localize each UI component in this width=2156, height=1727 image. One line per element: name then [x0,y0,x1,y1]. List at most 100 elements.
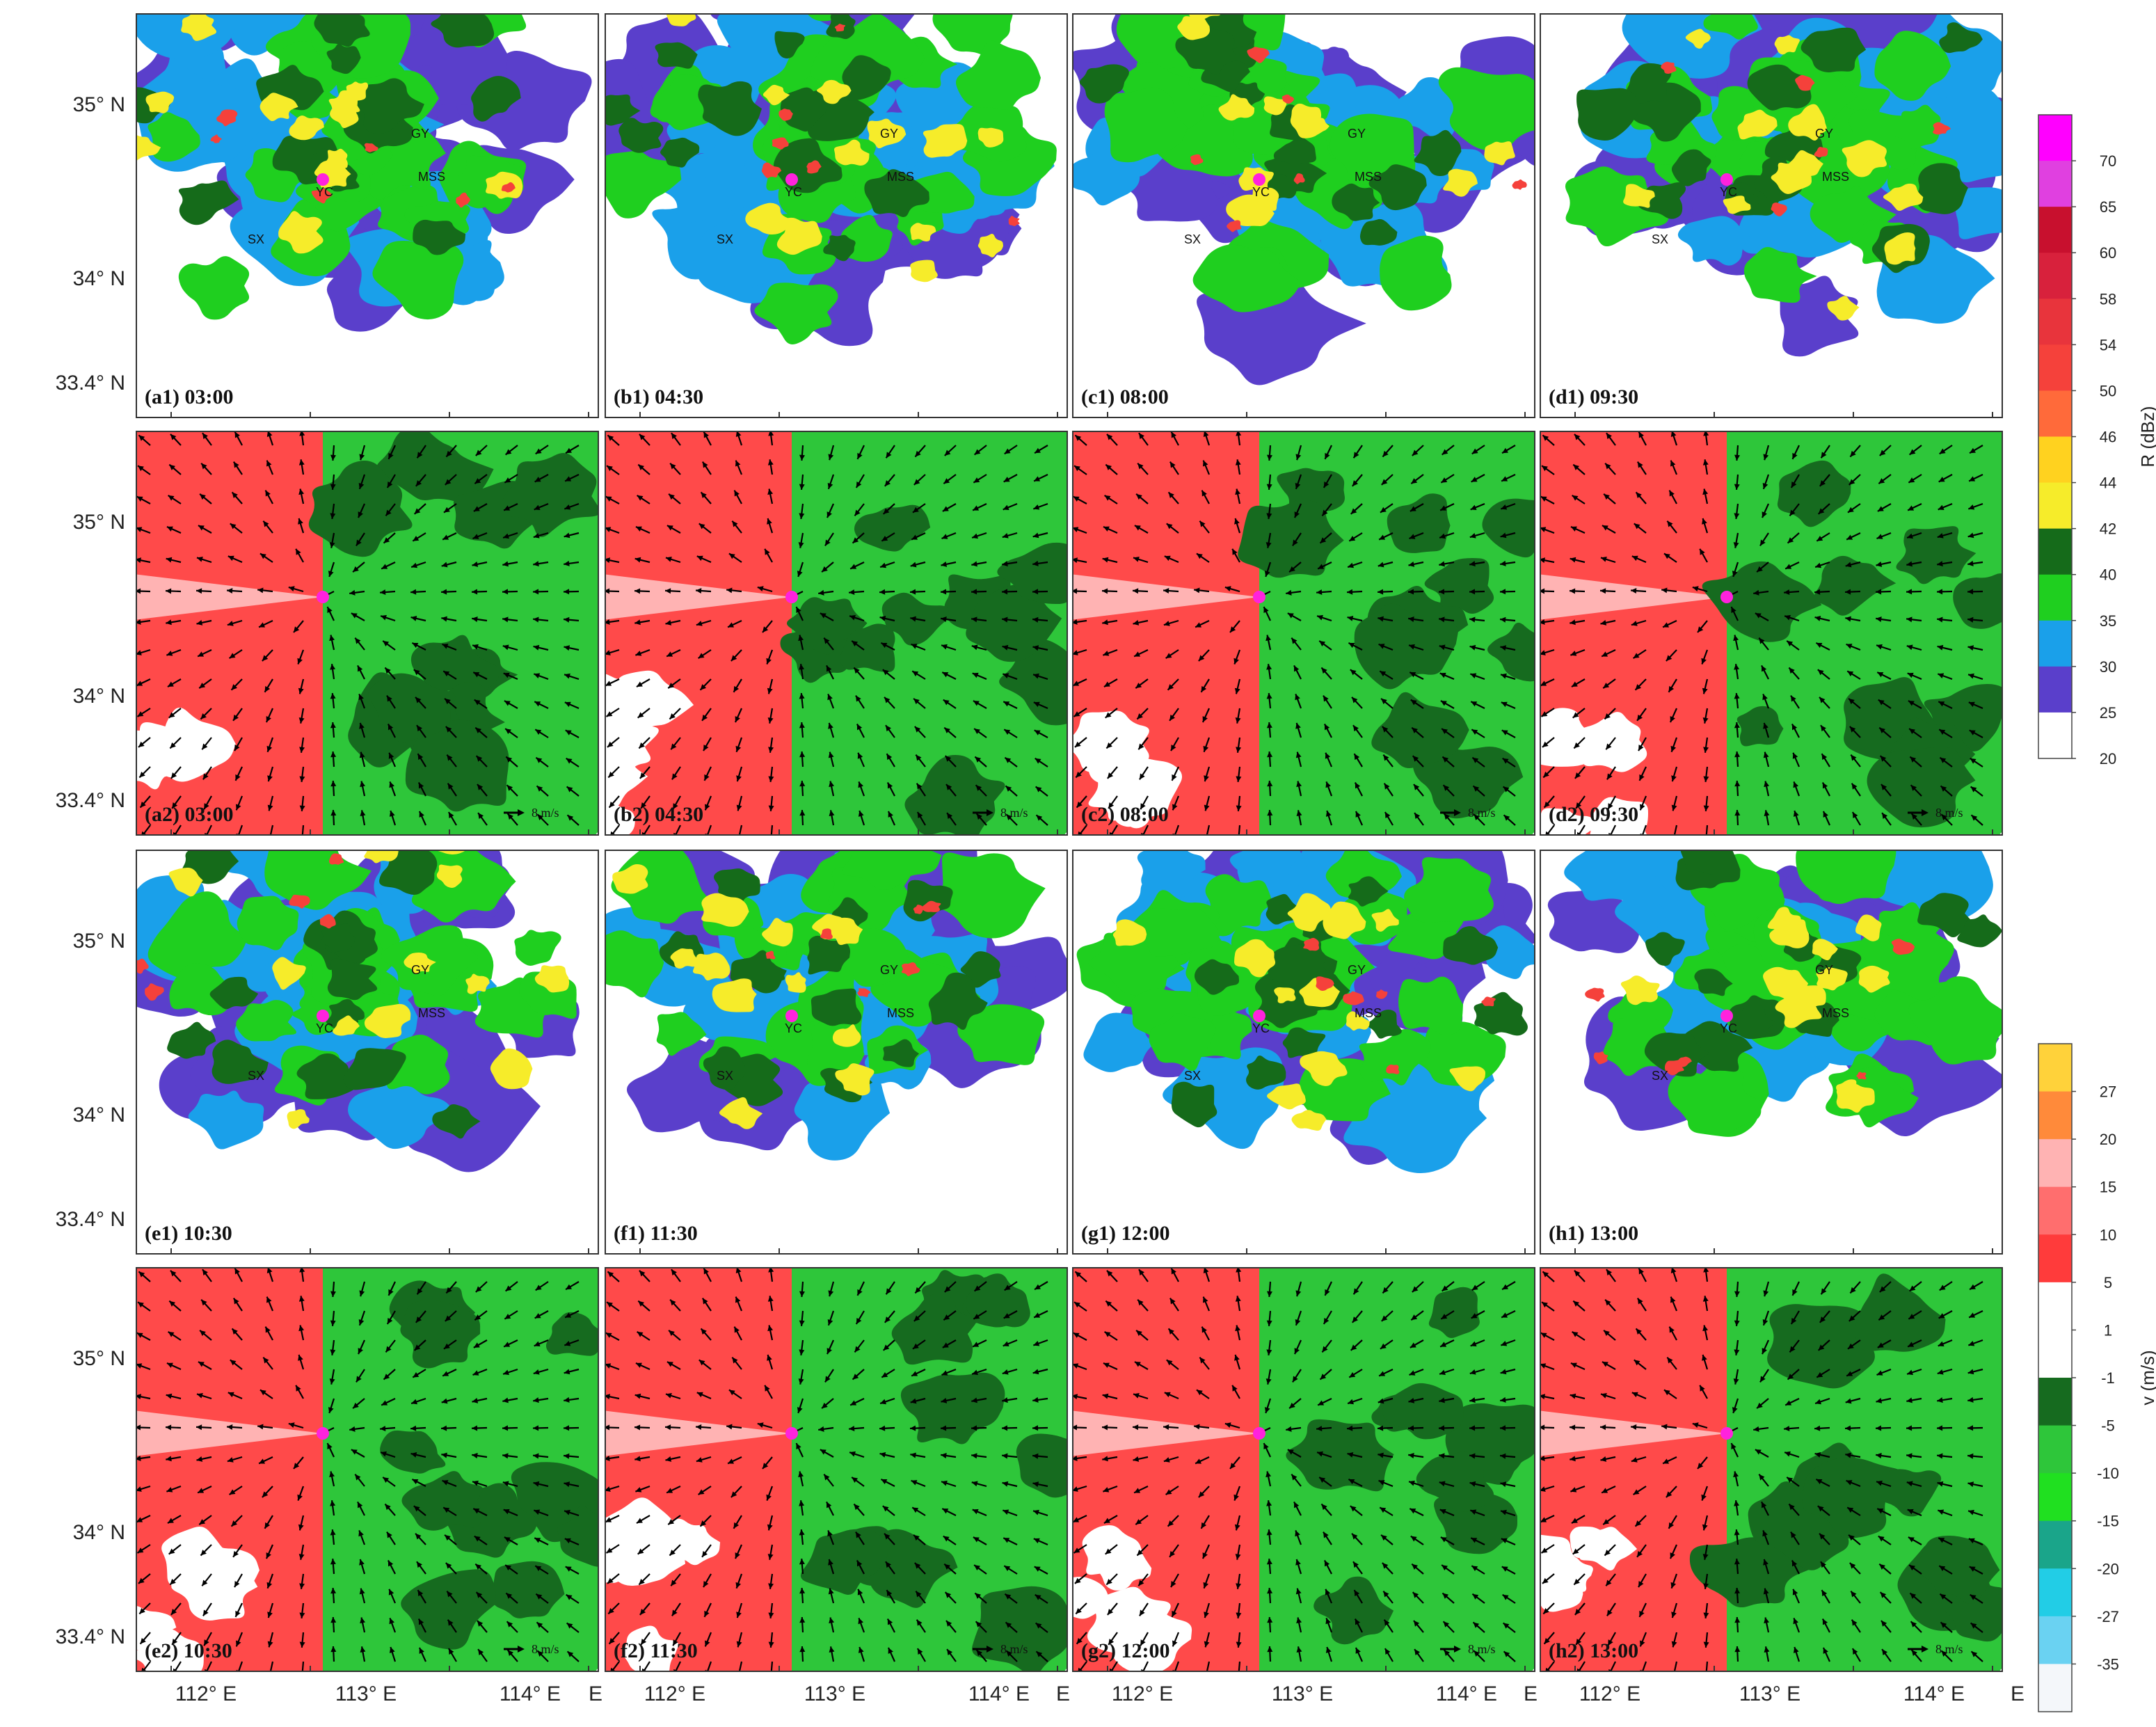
arrow-head [504,477,511,483]
lat-label-34: 34° N [73,267,125,290]
arrow-head [1734,513,1740,519]
arrow-head [1347,1425,1353,1431]
arrow-head [1572,1331,1579,1337]
arrow-head [1500,532,1507,539]
arrow-head [1378,562,1384,568]
arrow-head [916,1619,923,1626]
arrow-head [735,745,742,752]
echo-patch [1303,937,1320,951]
arrow-head [1543,771,1549,778]
arrow-head [1822,782,1828,789]
arrow-head [609,801,615,808]
site-label-sx: SX [1184,1069,1201,1083]
arrow-head [1702,1354,1707,1361]
arrow-head [1032,1369,1039,1375]
arrow-head [1907,1509,1914,1515]
arrow-head [1236,1612,1242,1618]
arrow-head [1666,1491,1672,1497]
lon-edge-label: E [1524,1682,1538,1705]
arrow-head [1203,1582,1209,1589]
arrow-head [941,561,948,567]
arrow-head [857,1289,863,1296]
dark-green-patch [1814,555,1897,616]
echo-patch [1267,1083,1306,1110]
arrow-head [1702,488,1709,495]
arrow-head [1133,588,1139,594]
arrow-head [1263,1443,1269,1450]
arrow-head [1814,615,1821,621]
arrow-head [265,490,271,497]
arrow-head [702,714,708,721]
echo-patch [977,233,1003,257]
arrow-head [1198,655,1205,661]
arrow-head [1108,1639,1115,1645]
wind-arrows [605,431,1048,835]
echo-patch [1359,218,1398,246]
arrow-head [504,1537,511,1543]
arrow-head [533,1425,539,1431]
colorbar-title: v (m/s) [2137,1350,2156,1405]
arrow-head [474,1536,481,1542]
echo-patch [1482,925,1535,980]
arrow-head [1324,724,1330,731]
arrow-head [1571,1518,1578,1524]
arrow-head [636,1518,643,1524]
arrow-head [1136,1330,1142,1337]
echo-patch [957,1004,1045,1065]
arrow-head [1263,607,1269,614]
arrow-head [1035,447,1041,454]
arrow-head [1638,431,1644,438]
arrow-head [1472,1593,1479,1600]
arrow-head [1003,477,1010,482]
arrow-head [1202,460,1208,467]
arrow-head [1816,535,1823,541]
arrow-head [1814,1425,1821,1431]
arrow-head [1108,802,1115,809]
arrow-head [235,1610,241,1617]
arrow-head [200,493,206,500]
dark-green-patch [1867,747,1976,828]
arrow-head [199,1519,206,1525]
arrow-head [1033,1538,1040,1544]
arrow-head [1879,1563,1885,1570]
arrow-head [412,642,419,648]
colorbar-swatch [2038,666,2072,713]
arrow-head [417,452,423,459]
arrow-head [1816,1479,1823,1485]
arrow-head [1702,459,1709,465]
echo-patch [1858,965,1890,993]
arrow-head [1692,1422,1699,1428]
arrow-head [1570,651,1577,656]
arrow-head [1140,1639,1146,1646]
arrow-head [296,548,301,555]
arrow-head [880,1399,887,1405]
echo-patch [1957,914,2002,948]
arrow-head [671,773,678,780]
arrow-head [1631,621,1638,626]
arrow-head [1439,589,1445,595]
arrow-head [475,449,482,456]
arrow-head [1734,1320,1740,1326]
arrow-head [1134,1362,1141,1367]
panel-frame [1072,1267,1535,1672]
arrow-head [799,751,806,758]
arrow-head [1355,1618,1361,1625]
echo-patch [701,893,749,927]
arrow-head [941,1397,948,1403]
arrow-head [799,1588,806,1594]
arrow-head [137,711,144,717]
arrow-head [639,772,646,779]
arrow-head [703,1581,709,1588]
arrow-head [330,1529,336,1536]
arrow-head [703,745,709,751]
arrow-head [1107,1609,1114,1615]
arrow-head [666,651,673,657]
arrow-head [168,1331,175,1337]
arrow-head [1908,701,1915,706]
arrow-head [419,811,424,818]
arrow-head [637,1548,644,1554]
arrow-head [1789,509,1796,516]
arrow-head [1670,431,1677,437]
arrow-head [1759,1376,1766,1383]
arrow-head [1472,757,1479,763]
